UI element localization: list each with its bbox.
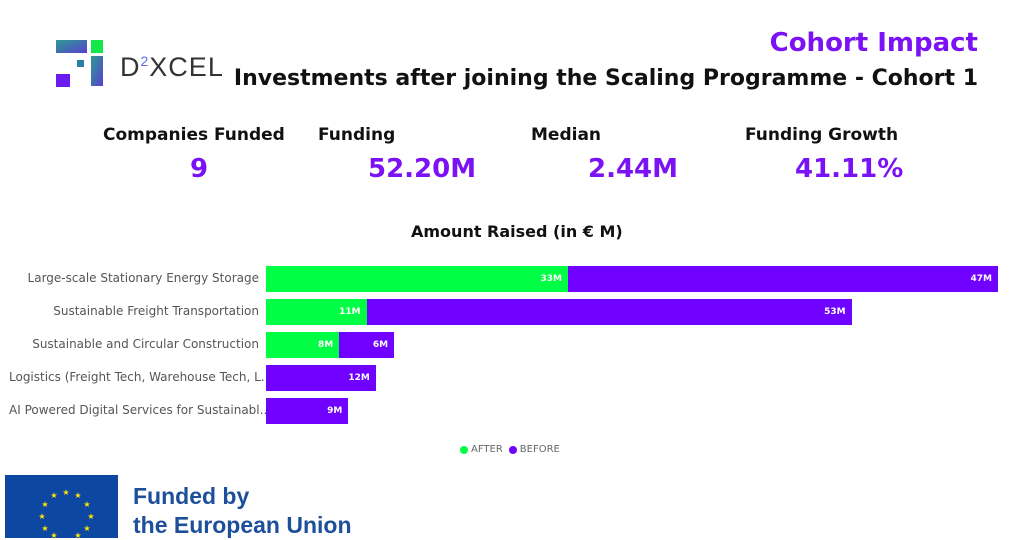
data-label: 33M	[540, 274, 562, 284]
bar-before[interactable]: 6M	[339, 332, 395, 358]
svg-text:★: ★	[50, 531, 57, 538]
legend-after-marker	[460, 445, 468, 454]
svg-text:★: ★	[41, 524, 48, 533]
data-label: 6M	[372, 340, 389, 350]
kpi-value-companies: 9	[190, 154, 209, 184]
legend-before-label: BEFORE	[519, 444, 560, 455]
bar-before[interactable]: 47M	[567, 266, 998, 292]
bar-before[interactable]: 9M	[266, 398, 349, 424]
page-subtitle: Investments after joining the Scaling Pr…	[233, 66, 978, 91]
legend-before-marker	[508, 445, 517, 454]
kpi-label-companies: Companies Funded	[103, 125, 285, 145]
svg-text:★: ★	[87, 512, 94, 521]
kpi-value-median: 2.44M	[588, 154, 679, 184]
bar-before[interactable]: 12M	[266, 365, 376, 391]
category-label: Sustainable Freight Transportation	[53, 304, 259, 318]
svg-text:★: ★	[74, 531, 81, 538]
category-label: Logistics (Freight Tech, Warehouse Tech,…	[9, 370, 273, 384]
logo-text: D2XCEL	[120, 52, 224, 82]
eu-flag: ★★ ★ ★ ★★ ★ ★ ★★ ★	[5, 475, 118, 538]
bar-after[interactable]: 11M	[266, 299, 367, 325]
kpi-value-growth: 41.11%	[795, 154, 904, 184]
data-label: 47M	[970, 274, 992, 284]
svg-text:★: ★	[50, 491, 57, 500]
svg-text:★: ★	[74, 491, 81, 500]
bar-before[interactable]: 53M	[366, 299, 852, 325]
kpi-value-funding: 52.20M	[368, 154, 477, 184]
eu-funding-text: Funded by the European Union	[133, 482, 352, 540]
category-label: AI Powered Digital Services for Sustaina…	[9, 403, 272, 417]
eu-line-1: Funded by	[133, 483, 250, 509]
bar-after[interactable]: 8M	[266, 332, 340, 358]
eu-line-2: the European Union	[133, 512, 352, 538]
svg-text:★: ★	[83, 524, 90, 533]
kpi-label-funding: Funding	[318, 125, 396, 145]
data-label: 9M	[327, 406, 343, 416]
category-label: Large-scale Stationary Energy Storage	[27, 271, 259, 285]
svg-text:★: ★	[62, 488, 69, 497]
data-label: 12M	[348, 373, 370, 383]
d2xcel-logo	[56, 40, 103, 87]
data-label: 53M	[824, 307, 846, 317]
svg-text:★: ★	[41, 500, 48, 509]
svg-text:★: ★	[83, 500, 90, 509]
page-title: Cohort Impact	[769, 28, 978, 58]
kpi-label-growth: Funding Growth	[745, 125, 899, 145]
chart-title: Amount Raised (in € M)	[411, 222, 623, 241]
chart-legend: AFTER BEFORE	[460, 444, 560, 455]
kpi-label-median: Median	[531, 125, 602, 145]
legend-after-label: AFTER	[471, 444, 503, 455]
svg-text:★: ★	[38, 512, 45, 521]
category-label: Sustainable and Circular Construction	[32, 337, 259, 351]
bar-chart: Large-scale Stationary Energy Storage 33M…	[9, 266, 998, 424]
data-label: 11M	[339, 307, 361, 317]
data-label: 8M	[317, 340, 334, 350]
bar-after[interactable]: 33M	[266, 266, 568, 292]
